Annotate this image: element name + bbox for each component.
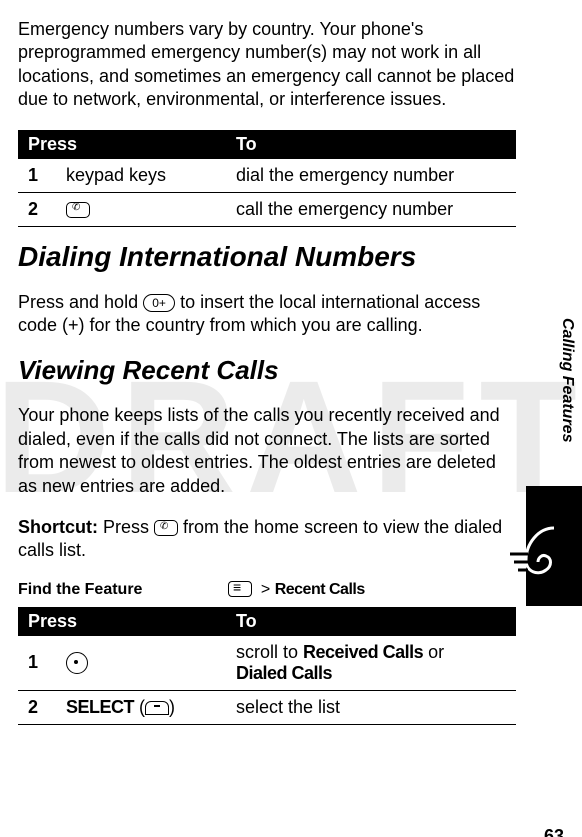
- step-num: 2: [18, 192, 56, 226]
- intro-paragraph: Emergency numbers vary by country. Your …: [18, 18, 516, 112]
- shortcut-paragraph: Shortcut: Press from the home screen to …: [18, 516, 516, 563]
- intl-paragraph: Press and hold 0+ to insert the local in…: [18, 291, 516, 338]
- to-cell: scroll to Received Calls or Dialed Calls: [226, 636, 516, 691]
- step-num: 1: [18, 636, 56, 691]
- step-num: 2: [18, 690, 56, 724]
- table-row: 1 keypad keys dial the emergency number: [18, 159, 516, 193]
- text: or: [423, 642, 444, 662]
- menu-item: Recent Calls: [275, 581, 365, 598]
- send-key-icon: [154, 520, 178, 536]
- table-row: 2 call the emergency number: [18, 192, 516, 226]
- menu-key-icon: [228, 581, 252, 597]
- recent-calls-table: Press To 1 scroll to Received Calls or D…: [18, 607, 516, 725]
- page-content: Emergency numbers vary by country. Your …: [0, 18, 540, 725]
- emergency-table: Press To 1 keypad keys dial the emergenc…: [18, 130, 516, 227]
- text: scroll to: [236, 642, 303, 662]
- zero-plus-key-icon: 0+: [143, 294, 175, 312]
- press-cell: SELECT (): [56, 690, 226, 724]
- option: Received Calls: [303, 642, 423, 662]
- to-cell: select the list: [226, 690, 516, 724]
- nav-key-icon: [66, 652, 88, 674]
- find-feature-label: Find the Feature: [18, 581, 228, 599]
- heading-recent-calls: Viewing Recent Calls: [18, 355, 516, 386]
- page-number: 63: [544, 826, 564, 837]
- side-section-label: Calling Features: [558, 318, 576, 442]
- option: Dialed Calls: [236, 663, 332, 683]
- send-key-icon: [66, 202, 90, 218]
- softkey-label: SELECT: [66, 697, 134, 717]
- table-row: 2 SELECT () select the list: [18, 690, 516, 724]
- shortcut-label: Shortcut:: [18, 517, 98, 537]
- table-row: 1 scroll to Received Calls or Dialed Cal…: [18, 636, 516, 691]
- col-to: To: [226, 607, 516, 636]
- step-num: 1: [18, 159, 56, 193]
- menu-path: > Recent Calls: [228, 581, 365, 599]
- find-feature-row: Find the Feature > Recent Calls: [18, 581, 516, 599]
- col-press: Press: [18, 607, 226, 636]
- phone-side-graphic: [526, 486, 582, 606]
- to-cell: call the emergency number: [226, 192, 516, 226]
- text: Press: [98, 517, 154, 537]
- text: Press and hold: [18, 292, 143, 312]
- col-press: Press: [18, 130, 226, 159]
- recent-paragraph: Your phone keeps lists of the calls you …: [18, 404, 516, 498]
- to-cell: dial the emergency number: [226, 159, 516, 193]
- col-to: To: [226, 130, 516, 159]
- softkey-icon: [145, 701, 169, 715]
- press-cell: [56, 636, 226, 691]
- press-cell: keypad keys: [56, 159, 226, 193]
- press-cell: [56, 192, 226, 226]
- heading-international: Dialing International Numbers: [18, 241, 516, 273]
